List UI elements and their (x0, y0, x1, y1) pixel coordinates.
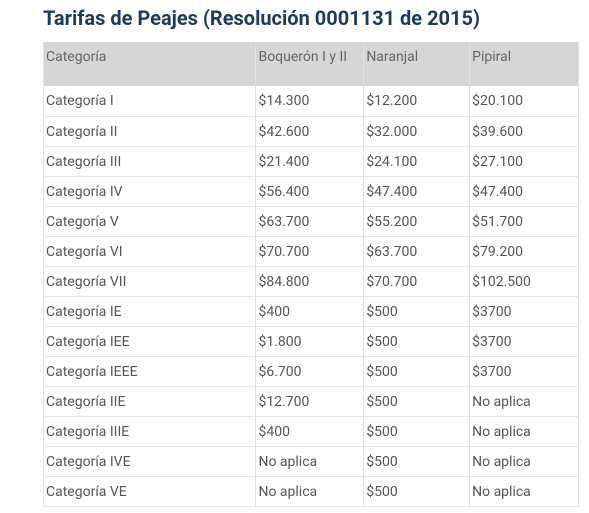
table-row: Categoría IE $400 $500 $3700 (42, 296, 579, 327)
table-cell: Categoría II (42, 116, 257, 147)
table-cell: $12.700 (255, 386, 365, 417)
table-cell: Categoría VE (42, 476, 257, 507)
table-cell: $500 (363, 416, 471, 447)
table-cell: No aplica (469, 446, 579, 477)
column-header: Categoría (42, 42, 257, 86)
table-cell: $55.200 (363, 206, 471, 237)
table-cell: $3700 (469, 326, 579, 357)
table-cell: $42.600 (255, 116, 365, 147)
table-cell: $63.700 (255, 206, 365, 237)
table-cell: $500 (363, 296, 471, 327)
table-cell: Categoría IE (42, 296, 257, 327)
table-row: Categoría VI $70.700 $63.700 $79.200 (42, 236, 579, 267)
table-cell: $21.400 (255, 146, 365, 177)
table-cell: $24.100 (363, 146, 471, 177)
table-cell: $63.700 (363, 236, 471, 267)
table-cell: $500 (363, 386, 471, 417)
table-cell: Categoría IEEE (42, 356, 257, 387)
table-cell: Categoría IV (42, 176, 257, 207)
table-row: Categoría IIIE $400 $500 No aplica (42, 416, 579, 447)
title: Tarifas de Peajes (Resolución 0001131 de… (43, 6, 480, 30)
table-row: Categoría IEE $1.800 $500 $3700 (42, 326, 579, 357)
table-row: Categoría III $21.400 $24.100 $27.100 (42, 146, 579, 177)
table-cell: $6.700 (255, 356, 365, 387)
table-cell: Categoría IVE (42, 446, 257, 477)
table-row: Categoría I $14.300 $12.200 $20.100 (42, 86, 579, 117)
toll-table: Categoría Boquerón I y II Naranjal Pipiral … (42, 42, 579, 507)
table-cell: No aplica (469, 476, 579, 507)
table-cell: $84.800 (255, 266, 365, 297)
table-cell: $102.500 (469, 266, 579, 297)
table-cell: $400 (255, 296, 365, 327)
table-cell: $3700 (469, 296, 579, 327)
table-row: Categoría V $63.700 $55.200 $51.700 (42, 206, 579, 237)
column-header: Pipiral (469, 42, 579, 86)
table-cell: No aplica (255, 446, 365, 477)
table-header: Categoría Boquerón I y II Naranjal Pipiral (42, 42, 579, 86)
table-cell: $500 (363, 326, 471, 357)
header-row: Categoría Boquerón I y II Naranjal Pipiral (42, 42, 579, 86)
table-cell: $47.400 (469, 176, 579, 207)
table-row: Categoría IV $56.400 $47.400 $47.400 (42, 176, 579, 207)
table-cell: $12.200 (363, 86, 471, 117)
table-cell: $70.700 (255, 236, 365, 267)
table-cell: $32.000 (363, 116, 471, 147)
table-row: Categoría IIE $12.700 $500 No aplica (42, 386, 579, 417)
table-cell: Categoría V (42, 206, 257, 237)
table-cell: Categoría VI (42, 236, 257, 267)
table-row: Categoría II $42.600 $32.000 $39.600 (42, 116, 579, 147)
table-cell: $400 (255, 416, 365, 447)
table-cell: Categoría IEE (42, 326, 257, 357)
table-cell: Categoría I (42, 86, 257, 117)
table-cell: Categoría IIE (42, 386, 257, 417)
table-cell: Categoría III (42, 146, 257, 177)
table-cell: No aplica (255, 476, 365, 507)
table-cell: $47.400 (363, 176, 471, 207)
table-row: Categoría IEEE $6.700 $500 $3700 (42, 356, 579, 387)
table-cell: $3700 (469, 356, 579, 387)
table-cell: $27.100 (469, 146, 579, 177)
table-cell: $51.700 (469, 206, 579, 237)
table-cell: $14.300 (255, 86, 365, 117)
table-cell: $1.800 (255, 326, 365, 357)
table-cell: $500 (363, 446, 471, 477)
table-cell: $39.600 (469, 116, 579, 147)
table-cell: No aplica (469, 416, 579, 447)
table-cell: $56.400 (255, 176, 365, 207)
table-body: Categoría I $14.300 $12.200 $20.100 Categorí… (42, 86, 579, 507)
column-header: Boquerón I y II (255, 42, 365, 86)
table-cell: $500 (363, 356, 471, 387)
table-cell: Categoría VII (42, 266, 257, 297)
table-row: Categoría VII $84.800 $70.700 $102.500 (42, 266, 579, 297)
table-cell: Categoría IIIE (42, 416, 257, 447)
table-cell: $500 (363, 476, 471, 507)
table-cell: $70.700 (363, 266, 471, 297)
table-cell: No aplica (469, 386, 579, 417)
table-row: Categoría VE No aplica $500 No aplica (42, 476, 579, 507)
column-header: Naranjal (363, 42, 471, 86)
table-cell: $20.100 (469, 86, 579, 117)
table-cell: $79.200 (469, 236, 579, 267)
table-row: Categoría IVE No aplica $500 No aplica (42, 446, 579, 477)
